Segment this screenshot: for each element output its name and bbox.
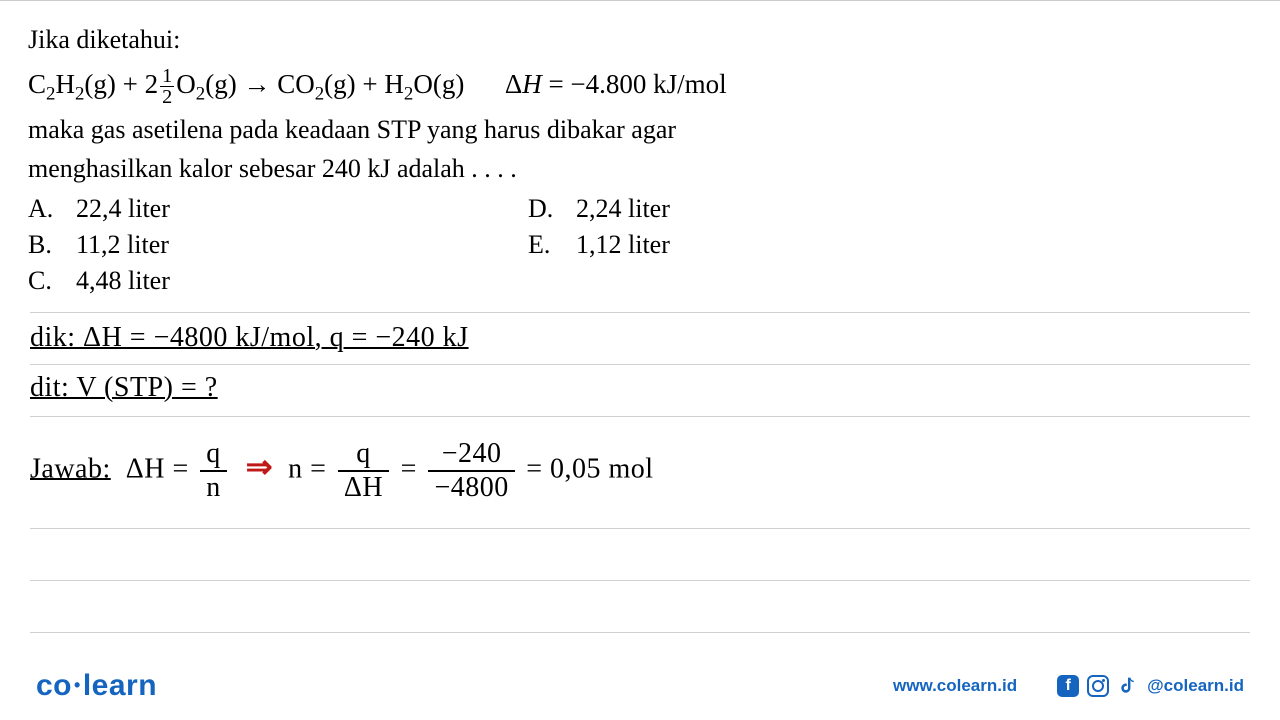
question-body-2: menghasilkan kalor sebesar 240 kJ adalah… (28, 149, 1252, 188)
question-area: Jika diketahui: C2H2(g) + 212O2(g) → CO2… (0, 0, 1280, 296)
hw-eq-1: = (401, 453, 417, 484)
hw-jawab-label: Jawab: (30, 453, 111, 484)
footer: co•learn www.colearn.id f @colearn.id (0, 652, 1280, 720)
option-e-text: 1,12 liter (576, 230, 670, 260)
hw-n-eq: n = (288, 453, 326, 484)
option-b: B. 11,2 liter (28, 230, 528, 260)
delta-h-value: −4.800 kJ/mol (570, 69, 726, 99)
option-d-text: 2,24 liter (576, 194, 670, 224)
facebook-icon[interactable]: f (1057, 675, 1079, 697)
hw-arrow-icon: ⇒ (246, 448, 273, 484)
handwriting-line-3: Jawab: ΔH = q n ⇒ n = q ΔH = −240 −4800 … (30, 440, 654, 502)
option-d: D. 2,24 liter (528, 194, 670, 224)
footer-url[interactable]: www.colearn.id (893, 676, 1017, 696)
handwriting-line-1: dik: ΔH = −4800 kJ/mol, q = −240 kJ (30, 322, 469, 354)
hw-frac-q2: q (338, 440, 389, 472)
option-a: A. 22,4 liter (28, 194, 528, 224)
chemical-equation: C2H2(g) + 212O2(g) → CO2(g) + H2O(g) ΔH … (28, 63, 1252, 110)
tiktok-icon[interactable] (1117, 675, 1139, 697)
option-c-letter: C. (28, 266, 76, 296)
logo-learn: learn (83, 669, 157, 702)
notebook-lines: dik: ΔH = −4800 kJ/mol, q = −240 kJ dit:… (0, 312, 1280, 630)
options-container: A. 22,4 liter B. 11,2 liter C. 4,48 lite… (28, 194, 1252, 296)
option-a-letter: A. (28, 194, 76, 224)
hw-frac-dh: ΔH (338, 472, 389, 502)
hw-result: = 0,05 mol (526, 453, 653, 484)
question-body-1: maka gas asetilena pada keadaan STP yang… (28, 110, 1252, 149)
instagram-icon[interactable] (1087, 675, 1109, 697)
social-handle: @colearn.id (1147, 676, 1244, 696)
logo: co•learn (36, 669, 157, 703)
option-d-letter: D. (528, 194, 576, 224)
option-b-text: 11,2 liter (76, 230, 169, 260)
hw-frac-4800: −4800 (428, 472, 514, 502)
option-b-letter: B. (28, 230, 76, 260)
hw-frac-q: q (200, 440, 227, 472)
hw-frac-n: n (200, 472, 227, 502)
option-a-text: 22,4 liter (76, 194, 170, 224)
hw-dh-eq: ΔH = (126, 453, 189, 484)
hw-frac-240: −240 (428, 440, 514, 472)
option-e-letter: E. (528, 230, 576, 260)
question-intro: Jika diketahui: (28, 20, 1252, 59)
social-icons: f @colearn.id (1057, 675, 1244, 697)
option-c: C. 4,48 liter (28, 266, 528, 296)
option-c-text: 4,48 liter (76, 266, 170, 296)
handwriting-line-2: dit: V (STP) = ? (30, 372, 218, 404)
option-e: E. 1,12 liter (528, 230, 670, 260)
logo-co: co (36, 669, 72, 702)
